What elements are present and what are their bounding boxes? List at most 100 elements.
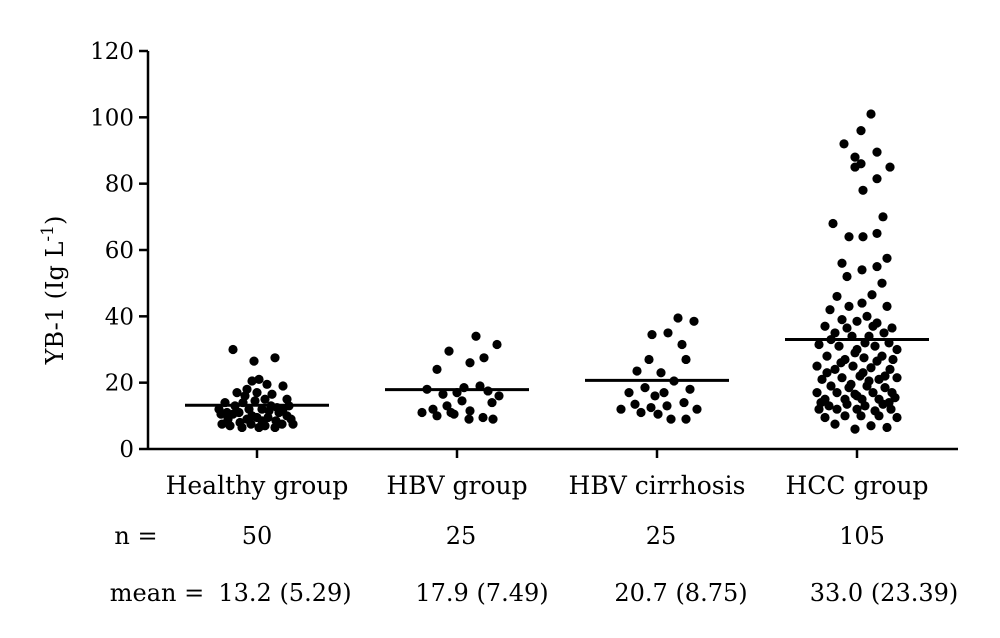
data-point <box>858 232 868 242</box>
data-point <box>277 419 287 429</box>
data-point <box>842 271 852 282</box>
data-point <box>494 391 504 401</box>
data-point <box>252 388 262 398</box>
data-point <box>862 311 872 321</box>
data-point <box>662 401 672 411</box>
data-point <box>832 388 842 398</box>
data-point <box>824 401 834 411</box>
n-label: n = <box>114 522 158 550</box>
mean-lines <box>185 338 929 407</box>
data-point <box>872 261 882 272</box>
data-point <box>257 404 267 414</box>
data-point <box>225 421 235 431</box>
data-point <box>885 162 895 172</box>
data-point <box>840 411 850 421</box>
data-point <box>260 421 270 431</box>
mean-row: mean = 13.2 (5.29) 17.9 (7.49) 20.7 (8.7… <box>0 579 1000 613</box>
data-point <box>842 323 852 333</box>
data-point <box>465 406 475 416</box>
data-point <box>267 389 277 399</box>
data-point <box>632 366 642 376</box>
mean-value-cirrhosis: 20.7 (8.75) <box>614 579 748 607</box>
y-axis-title-main: YB-1 (Ig L <box>41 242 69 366</box>
data-point <box>673 313 683 323</box>
y-ticks: 0 20 40 60 80 100 120 <box>90 39 148 463</box>
data-point <box>834 341 844 351</box>
data-point <box>650 391 660 401</box>
y-axis-title-sup: -1 <box>38 225 58 242</box>
data-point <box>878 212 888 222</box>
data-point <box>677 339 687 350</box>
data-point <box>850 424 860 434</box>
data-point <box>428 404 438 414</box>
data-point <box>442 401 452 411</box>
data-point <box>228 409 238 419</box>
mean-value-hbv: 17.9 (7.49) <box>415 579 549 607</box>
data-point <box>837 373 847 383</box>
data-point <box>872 228 882 239</box>
data-point <box>892 373 902 383</box>
data-point <box>820 412 830 423</box>
data-point <box>659 388 669 398</box>
data-point <box>844 232 854 242</box>
data-point <box>836 358 846 368</box>
data-point <box>858 368 868 378</box>
data-point <box>882 422 892 433</box>
data-point <box>882 253 892 263</box>
data-point <box>870 341 880 351</box>
data-point <box>872 147 882 157</box>
data-point <box>653 409 663 419</box>
mean-value-healthy: 13.2 (5.29) <box>218 579 352 607</box>
data-point <box>237 422 247 433</box>
data-point <box>681 414 691 424</box>
data-point <box>830 364 840 374</box>
y-tick-label: 0 <box>119 437 134 463</box>
data-point <box>247 376 257 386</box>
n-value-hcc: 105 <box>839 522 885 550</box>
data-point <box>264 406 274 416</box>
data-point <box>880 383 890 393</box>
data-point <box>692 404 702 414</box>
data-point <box>866 109 876 119</box>
data-point <box>848 361 858 371</box>
data-point <box>856 411 866 421</box>
data-point <box>479 353 489 363</box>
data-point <box>879 328 889 338</box>
data-point <box>887 323 897 333</box>
n-value-cirrhosis: 25 <box>645 522 677 550</box>
data-point <box>679 397 689 408</box>
y-tick-label: 20 <box>105 371 134 397</box>
y-axis-title: YB-1 (Ig L-1) <box>38 216 69 366</box>
data-point <box>417 407 427 418</box>
data-point <box>867 290 877 300</box>
data-point <box>825 305 835 315</box>
data-point <box>446 407 456 418</box>
category-labels: Healthy group HBV group HBV cirrhosis HCC g… <box>166 471 929 500</box>
data-point <box>438 389 448 399</box>
data-point <box>888 354 898 365</box>
data-point <box>262 379 272 389</box>
n-value-healthy: 50 <box>241 522 273 550</box>
y-axis-title-close: ) <box>41 216 69 225</box>
data-point <box>872 356 882 366</box>
data-point <box>820 321 830 331</box>
data-point <box>817 374 827 384</box>
data-point <box>872 174 882 184</box>
data-point <box>636 407 646 418</box>
data-point <box>282 394 292 404</box>
data-point <box>624 388 634 398</box>
data-point <box>254 374 264 384</box>
data-point <box>882 301 892 311</box>
data-point <box>647 329 657 340</box>
data-point <box>857 265 867 275</box>
n-row: n = 50 25 25 105 <box>0 522 1000 556</box>
data-point <box>216 409 226 419</box>
y-tick-label: 40 <box>105 304 134 330</box>
data-point <box>877 278 887 288</box>
data-point <box>457 396 467 406</box>
data-point <box>616 404 626 414</box>
data-point <box>837 258 847 268</box>
data-point <box>832 291 842 302</box>
data-point <box>842 399 852 409</box>
